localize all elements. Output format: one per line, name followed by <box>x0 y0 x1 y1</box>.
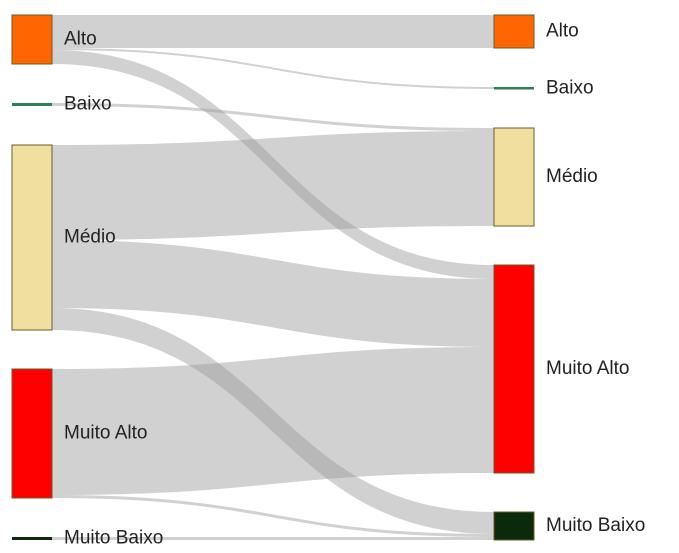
node <box>494 87 534 90</box>
node <box>11 14 53 65</box>
node <box>493 264 535 474</box>
node-label: Baixo <box>64 94 112 115</box>
link <box>52 308 494 534</box>
link <box>52 50 494 279</box>
node-label: Médio <box>64 227 116 248</box>
node-label: Muito Baixo <box>546 515 645 536</box>
node-label: Muito Alto <box>64 423 147 444</box>
link <box>52 103 494 131</box>
node-label: Baixo <box>546 77 594 98</box>
node <box>11 368 53 499</box>
node-label: Muito Baixo <box>64 528 163 548</box>
node-label: Alto <box>64 29 97 50</box>
node <box>12 537 52 540</box>
node-label: Muito Alto <box>546 358 629 379</box>
link <box>52 537 494 540</box>
link <box>52 495 494 537</box>
node-label: Alto <box>546 21 579 42</box>
node <box>11 144 53 331</box>
node <box>493 127 535 227</box>
link <box>52 347 494 495</box>
link <box>52 240 494 347</box>
link <box>52 131 494 240</box>
link <box>52 15 494 48</box>
link <box>52 48 494 89</box>
node <box>12 103 52 106</box>
node-label: Médio <box>546 166 598 187</box>
node <box>493 511 535 541</box>
node <box>493 14 535 49</box>
